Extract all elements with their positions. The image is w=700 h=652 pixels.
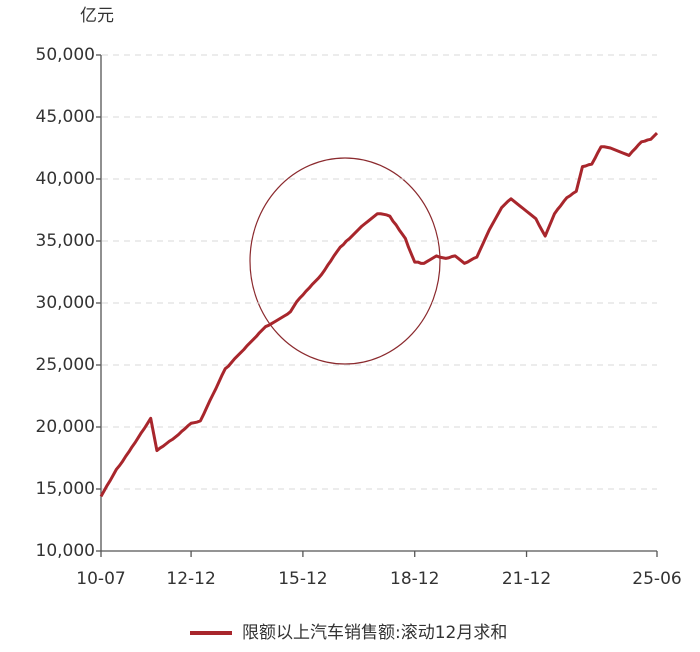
highlight-circle [249, 157, 441, 365]
legend-label: 限额以上汽车销售额:滚动12月求和 [242, 623, 507, 643]
y-tick-label: 40,000 [36, 169, 95, 189]
y-unit: 亿元 [80, 6, 114, 26]
y-tick-label: 30,000 [36, 293, 95, 313]
data-line [99, 132, 659, 498]
y-tick-label: 50,000 [36, 45, 95, 65]
y-tick-label: 35,000 [36, 231, 95, 251]
y-tick-label: 45,000 [36, 107, 95, 127]
x-tick-label: 15-12 [278, 569, 327, 589]
y-tick-label: 10,000 [36, 541, 95, 561]
x-tick-label: 18-12 [390, 569, 439, 589]
y-tick-label: 25,000 [36, 355, 95, 375]
y-tick-label: 15,000 [36, 479, 95, 499]
x-tick-label: 12-12 [166, 569, 215, 589]
x-tick-label: 25-06 [632, 569, 681, 589]
x-tick-label: 10-07 [76, 569, 125, 589]
x-tick-label: 21-12 [502, 569, 551, 589]
y-tick-label: 20,000 [36, 417, 95, 437]
